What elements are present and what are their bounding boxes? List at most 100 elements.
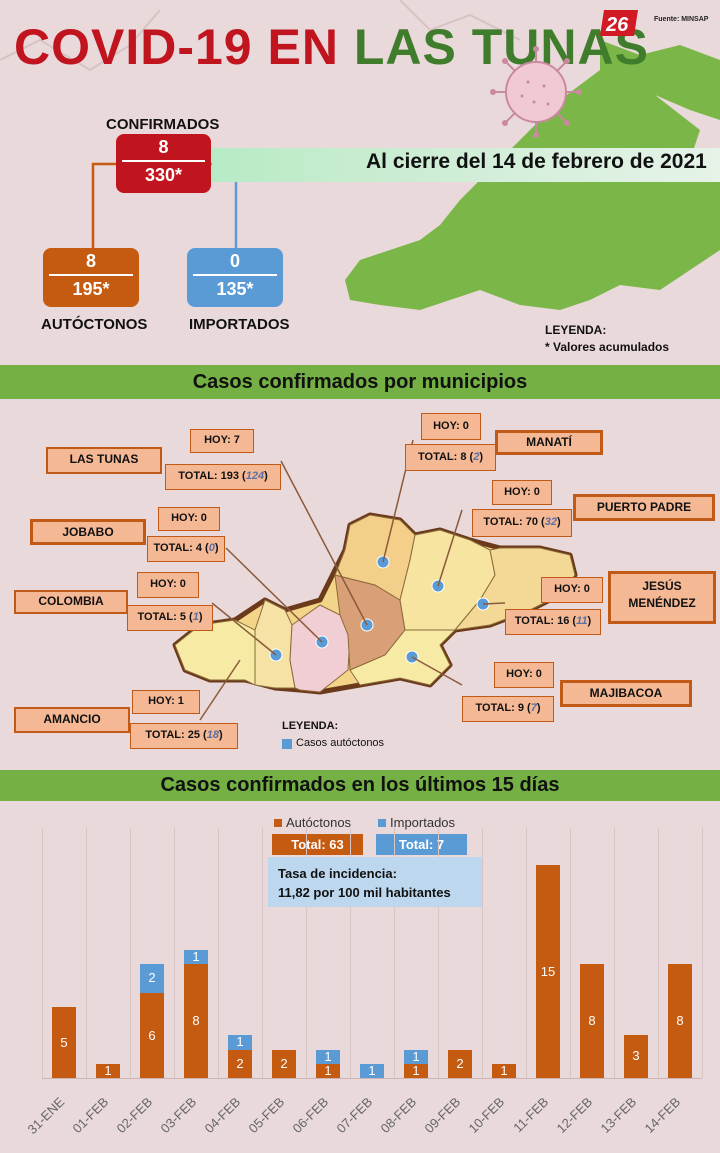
x-tick-label: 13-FEB (597, 1094, 640, 1136)
chart-legend-autoctonos: Autóctonos (274, 815, 351, 830)
x-tick-label: 14-FEB (641, 1094, 684, 1136)
muni-hoy-jobabo: HOY: 0 (158, 507, 220, 531)
bar-autoctonos: 15 (536, 865, 560, 1078)
muni-hoy-las-tunas: HOY: 7 (190, 429, 254, 453)
muni-hoy-amancio: HOY: 1 (132, 690, 200, 714)
bar-autoctonos: 8 (184, 964, 208, 1078)
bar-autoctonos: 2 (272, 1049, 296, 1078)
bar-importados: 1 (184, 949, 208, 965)
total-autoctonos: Total: 63 (272, 834, 363, 855)
grid-line (130, 828, 131, 1078)
svg-text:26: 26 (605, 14, 629, 36)
muni-name-las-tunas: LAS TUNAS (46, 447, 162, 474)
tasa-value: 11,82 por 100 mil habitantes (278, 885, 451, 900)
muni-hoy-colombia: HOY: 0 (137, 572, 199, 598)
muni-hoy-jesus-menendez: HOY: 0 (541, 577, 603, 603)
confirmados-total: 330* (144, 165, 183, 185)
x-tick-label: 01-FEB (69, 1094, 112, 1136)
grid-line (86, 828, 87, 1078)
x-tick-label: 03-FEB (157, 1094, 200, 1136)
bar-autoctonos: 1 (404, 1063, 428, 1078)
bar-autoctonos: 1 (96, 1063, 120, 1078)
confirmados-label: CONFIRMADOS (106, 116, 220, 133)
muni-total-jesus-menendez: TOTAL: 16 (11) (505, 609, 601, 635)
grid-line (658, 828, 659, 1078)
grid-line (218, 828, 219, 1078)
x-tick-label: 11-FEB (510, 1094, 552, 1136)
bar-autoctonos: 6 (140, 992, 164, 1078)
muni-total-las-tunas: TOTAL: 193 (124) (165, 464, 281, 490)
grid-line (702, 828, 703, 1078)
importados-box: 0 135* (187, 248, 283, 307)
grid-line (526, 828, 527, 1078)
bar-importados: 1 (404, 1049, 428, 1064)
bar-importados: 1 (228, 1035, 252, 1050)
virus-icon (490, 46, 582, 138)
autoctonos-swatch (274, 819, 282, 827)
x-tick-label: 02-FEB (113, 1094, 156, 1136)
las-tunas-map (172, 439, 578, 721)
x-tick-label: 06-FEB (289, 1094, 332, 1136)
autoctonos-label: AUTÓCTONOS (41, 316, 148, 333)
x-tick-label: 12-FEB (553, 1094, 596, 1136)
x-tick-label: 09-FEB (421, 1094, 464, 1136)
importados-swatch (378, 819, 386, 827)
page-title: COVID-19 EN LAS TUNAS (14, 19, 649, 75)
tasa-incidencia: Tasa de incidencia: 11,82 por 100 mil ha… (268, 857, 482, 907)
muni-name-puerto-padre: PUERTO PADRE (573, 494, 715, 521)
muni-name-jobabo: JOBABO (30, 519, 146, 545)
chart-legend-importados: Importados (378, 815, 455, 830)
muni-name-jesus-menendez: JESÚS MENÉNDEZ (608, 571, 716, 624)
grid-line (614, 828, 615, 1078)
grid-line (42, 828, 43, 1078)
summary-legend-title: LEYENDA: (545, 323, 607, 337)
map-legend-text: Casos autóctonos (296, 737, 385, 749)
x-tick-label: 07-FEB (333, 1094, 376, 1136)
bar-importados: 1 (316, 1049, 340, 1064)
logo-26: 26 (600, 10, 638, 36)
bar-autoctonos: 2 (228, 1049, 252, 1078)
muni-hoy-majibacoa: HOY: 0 (494, 662, 554, 688)
chart-title: Casos confirmados en los últimos 15 días (0, 770, 720, 801)
muni-total-jobabo: TOTAL: 4 (0) (147, 536, 225, 562)
confirmados-box: 8 330* (116, 134, 211, 193)
bar-autoctonos: 1 (316, 1063, 340, 1078)
confirmados-today: 8 (158, 137, 169, 157)
grid-line (570, 828, 571, 1078)
importados-today: 0 (229, 251, 240, 271)
autoctonos-total: 195* (72, 279, 110, 299)
muni-total-manati: TOTAL: 8 (2) (405, 444, 496, 471)
bar-importados: 1 (360, 1063, 384, 1078)
bar-autoctonos: 5 (52, 1007, 76, 1078)
tasa-label: Tasa de incidencia: (278, 866, 397, 881)
map-legend-swatch (282, 739, 292, 749)
x-tick-label: 08-FEB (377, 1094, 420, 1136)
x-tick-label: 04-FEB (201, 1094, 244, 1136)
report-date: Al cierre del 14 de febrero de 2021 (366, 150, 707, 173)
municipios-title: Casos confirmados por municipios (0, 365, 720, 399)
total-importados: Total: 7 (376, 834, 467, 855)
x-tick-label: 05-FEB (245, 1094, 288, 1136)
bar-autoctonos: 8 (580, 964, 604, 1078)
x-tick-label: 31-ENE (24, 1094, 68, 1137)
grid-line (482, 828, 483, 1078)
map-legend-title: LEYENDA: (282, 720, 339, 732)
muni-name-amancio: AMANCIO (14, 707, 130, 733)
grid-line (262, 828, 263, 1078)
bar-autoctonos: 2 (448, 1049, 472, 1078)
autoctonos-box: 8 195* (43, 248, 139, 307)
summary-legend-text: * Valores acumulados (545, 340, 670, 354)
muni-name-majibacoa: MAJIBACOA (560, 680, 692, 707)
source-text: Fuente: MINSAP (654, 16, 709, 23)
muni-hoy-puerto-padre: HOY: 0 (492, 480, 552, 505)
bar-autoctonos: 3 (624, 1035, 648, 1078)
bar-autoctonos: 8 (668, 964, 692, 1078)
bar-importados: 2 (140, 964, 164, 993)
x-axis (42, 1078, 702, 1079)
importados-total: 135* (216, 279, 254, 299)
importados-label: IMPORTADOS (189, 316, 290, 333)
muni-name-colombia: COLOMBIA (14, 590, 128, 614)
muni-total-majibacoa: TOTAL: 9 (7) (462, 696, 554, 722)
autoctonos-today: 8 (85, 251, 96, 271)
muni-name-manati: MANATÍ (495, 430, 603, 455)
